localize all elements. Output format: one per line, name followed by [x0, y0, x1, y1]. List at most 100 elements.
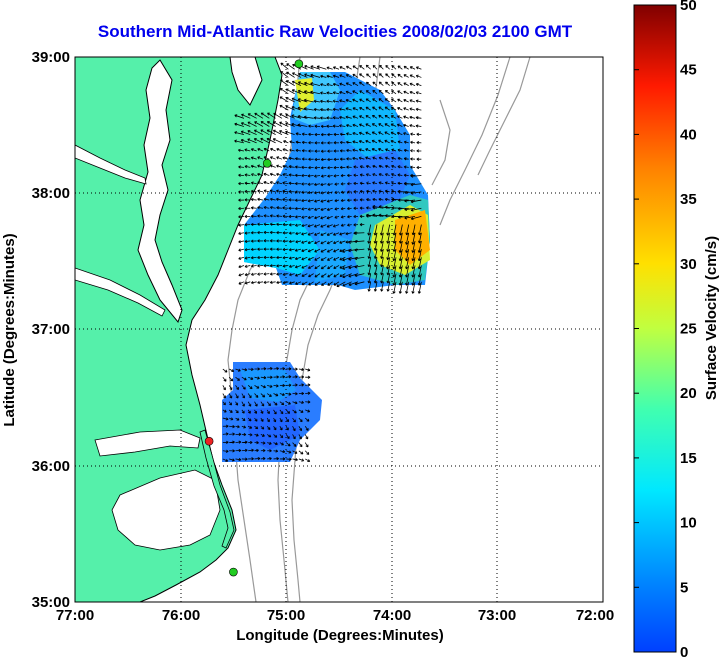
velocity-vector [398, 224, 403, 236]
velocity-vector [409, 99, 416, 103]
velocity-vector [273, 442, 278, 446]
velocity-vector [339, 115, 346, 120]
velocity-vector [336, 281, 346, 288]
velocity-vector [314, 157, 321, 162]
velocity-vector [409, 90, 416, 95]
velocity-vector [405, 273, 410, 286]
velocity-vector [391, 181, 397, 185]
velocity-vector [372, 173, 378, 177]
velocity-vector [222, 385, 226, 391]
velocity-vector [247, 425, 253, 429]
grid-lines [75, 57, 603, 602]
velocity-vector [250, 181, 257, 185]
velocity-vector [313, 116, 321, 120]
velocity-vector [273, 121, 283, 127]
velocity-vector [334, 182, 340, 186]
velocity-vector [286, 450, 292, 454]
velocity-vector [411, 224, 416, 236]
velocity-vector [398, 240, 403, 253]
velocity-vector [327, 281, 333, 286]
velocity-vector [276, 280, 283, 285]
velocity-vector [345, 82, 352, 86]
velocity-vector [279, 383, 286, 388]
velocity-vector [327, 174, 333, 178]
velocity-vector [367, 232, 372, 244]
velocity-vector [292, 458, 298, 462]
velocity-vector [288, 239, 295, 244]
velocity-vector [378, 81, 384, 86]
velocity-vector [276, 181, 283, 185]
velocity-vector [372, 106, 378, 111]
velocity-vector [391, 189, 397, 193]
velocity-vector [333, 141, 340, 145]
velocity-vector [310, 90, 321, 95]
velocity-vector [353, 223, 359, 227]
velocity-vector [235, 368, 241, 372]
velocity-vector [347, 206, 352, 211]
velocity-vector [260, 457, 266, 461]
velocity-vector [260, 425, 265, 430]
velocity-vector [269, 197, 276, 201]
velocity-vector [250, 256, 257, 260]
velocity-vector [410, 157, 416, 161]
velocity-vector [247, 417, 252, 422]
velocity-vector [285, 130, 295, 136]
velocity-vector [247, 129, 257, 136]
velocity-vector [273, 457, 279, 461]
velocity-vector [392, 249, 397, 262]
velocity-vector [298, 450, 304, 455]
velocity-vector [320, 182, 327, 187]
velocity-vector [384, 114, 390, 119]
velocity-vector [244, 206, 251, 210]
velocity-vector [415, 124, 422, 128]
velocity-vector [229, 417, 234, 421]
velocity-vector [326, 99, 333, 103]
velocity-vector [352, 140, 359, 144]
colorbar-tick-9: 5 [680, 579, 688, 596]
velocity-vector [373, 273, 378, 284]
velocity-vector [294, 248, 302, 252]
velocity-vector [378, 114, 384, 119]
velocity-vector [292, 367, 298, 371]
velocity-vector [396, 123, 403, 127]
colorbar-tick-6: 20 [680, 385, 697, 402]
velocity-vector [371, 139, 378, 144]
velocity-vector [320, 157, 327, 162]
velocity-vector [298, 391, 305, 396]
velocity-vector [373, 265, 378, 276]
velocity-vector [339, 256, 346, 261]
velocity-vector [273, 449, 279, 453]
velocity-vector [409, 115, 416, 119]
velocity-vector [314, 216, 321, 220]
velocity-vector [250, 189, 257, 193]
velocity-vector [373, 240, 378, 251]
velocity-vector [303, 115, 314, 119]
velocity-vector [238, 198, 244, 202]
velocity-vector [327, 141, 333, 145]
velocity-vector [286, 392, 292, 396]
velocity-vector [250, 272, 257, 276]
velocity-vector [292, 375, 298, 379]
colorbar-label: Surface Velocity (cm/s) [703, 236, 720, 400]
x-tick-2: 75:00 [267, 607, 305, 624]
velocity-vector [254, 425, 259, 430]
velocity-vector [248, 376, 254, 380]
velocity-vector [285, 434, 290, 440]
velocity-vector [301, 174, 308, 178]
velocity-vector [276, 264, 283, 268]
velocity-vector [260, 393, 266, 398]
velocity-vector [404, 199, 416, 203]
velocity-vector [373, 224, 378, 236]
velocity-vector [254, 409, 258, 414]
velocity-vector [244, 165, 251, 169]
velocity-vector [365, 81, 371, 86]
velocity-vector [405, 240, 410, 253]
velocity-vector [257, 164, 264, 168]
velocity-vector [339, 140, 346, 145]
velocity-vector [273, 384, 279, 388]
velocity-vector [333, 240, 340, 245]
velocity-vector [314, 174, 321, 178]
velocity-vector [403, 123, 409, 127]
velocity-vector [257, 214, 264, 218]
velocity-vector [235, 425, 240, 429]
